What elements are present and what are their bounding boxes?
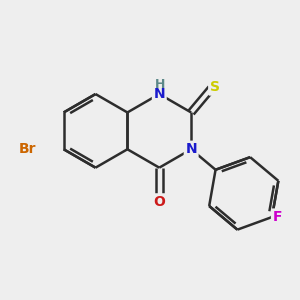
Text: S: S [210,80,220,94]
Text: Br: Br [18,142,36,156]
Text: N: N [154,87,165,101]
Text: O: O [153,195,165,209]
Text: H: H [155,78,165,91]
Text: F: F [272,210,282,224]
Text: N: N [185,142,197,156]
